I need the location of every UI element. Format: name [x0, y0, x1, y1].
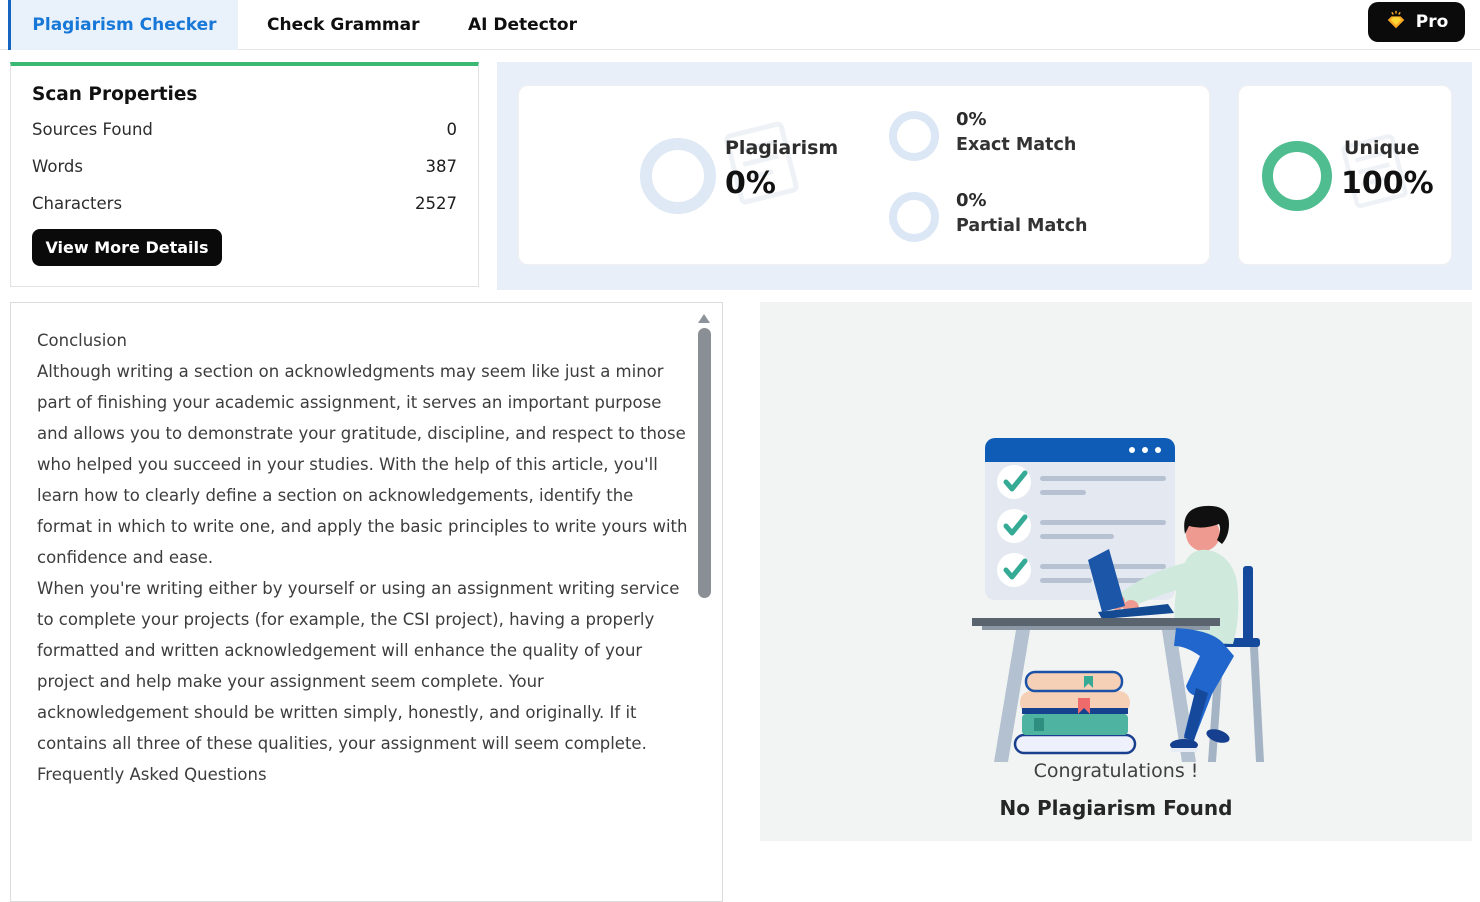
scan-row-label: Sources Found	[32, 120, 153, 139]
top-tab-bar: Plagiarism Checker Check Grammar AI Dete…	[0, 0, 1480, 50]
partial-match-ring	[889, 192, 939, 242]
plagiarism-result-card: Plagiarism 0% 0% Exact Match 0% Partial …	[518, 85, 1210, 265]
partial-match-label: Partial Match	[956, 216, 1088, 236]
pro-label: Pro	[1415, 12, 1449, 32]
document-heading: Conclusion	[37, 331, 127, 350]
exact-match-value: 0%	[956, 109, 987, 130]
scan-row-words: Words 387	[32, 148, 457, 185]
scan-row-label: Words	[32, 157, 84, 176]
document-text-panel: Conclusion Although writing a section on…	[10, 302, 723, 902]
tab-label: Plagiarism Checker	[32, 15, 217, 35]
document-content[interactable]: Conclusion Although writing a section on…	[37, 325, 692, 790]
tab-label: AI Detector	[468, 15, 577, 35]
unique-result-card: Unique 100%	[1238, 85, 1452, 265]
document-paragraph: When you're writing either by yourself o…	[37, 579, 680, 753]
exact-match-label: Exact Match	[956, 135, 1077, 155]
scan-row-value: 2527	[415, 194, 457, 213]
unique-label: Unique	[1344, 137, 1420, 159]
unique-value: 100%	[1341, 166, 1434, 201]
scan-properties-title: Scan Properties	[32, 84, 198, 105]
scan-properties-card: Scan Properties Sources Found 0 Words 38…	[10, 62, 479, 287]
tab-label: Check Grammar	[267, 15, 420, 35]
no-plagiarism-found-text: No Plagiarism Found	[999, 796, 1233, 820]
tab-plagiarism-checker[interactable]: Plagiarism Checker	[8, 0, 238, 50]
partial-match-value: 0%	[956, 190, 987, 211]
document-paragraph: Although writing a section on acknowledg…	[37, 362, 688, 567]
congratulations-text: Congratulations !	[1033, 760, 1199, 782]
plagiarism-value: 0%	[725, 166, 776, 201]
scan-row-characters: Characters 2527	[32, 185, 457, 222]
gem-icon	[1385, 9, 1407, 36]
checklist-person-illustration	[960, 430, 1270, 769]
unique-donut-ring	[1262, 141, 1332, 211]
results-region: Plagiarism 0% 0% Exact Match 0% Partial …	[497, 62, 1472, 290]
exact-match-ring	[889, 111, 939, 161]
document-trailing-heading: Frequently Asked Questions	[37, 765, 267, 784]
no-plagiarism-panel: Congratulations ! No Plagiarism Found	[760, 302, 1472, 841]
view-more-details-button[interactable]: View More Details	[32, 229, 222, 266]
scan-row-value: 0	[446, 120, 458, 139]
scan-row-value: 387	[425, 157, 458, 176]
scroll-up-arrow-icon[interactable]	[698, 314, 710, 323]
scan-row-sources: Sources Found 0	[32, 111, 457, 148]
scan-row-label: Characters	[32, 194, 123, 213]
scrollbar[interactable]	[698, 307, 717, 887]
document-watermark-icon	[1339, 132, 1410, 213]
document-watermark-icon	[722, 120, 801, 211]
pro-upgrade-button[interactable]: Pro	[1368, 2, 1465, 42]
scrollbar-thumb[interactable]	[698, 328, 711, 598]
plagiarism-donut-ring	[640, 138, 716, 214]
tab-check-grammar[interactable]: Check Grammar	[267, 0, 420, 50]
plagiarism-label: Plagiarism	[725, 137, 839, 159]
tab-ai-detector[interactable]: AI Detector	[468, 0, 577, 50]
